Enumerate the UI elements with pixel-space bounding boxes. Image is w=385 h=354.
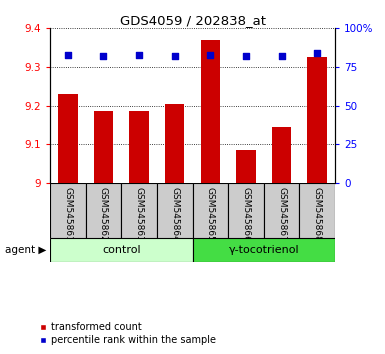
Bar (300, 183, 335, 238)
Text: GSM545868: GSM545868 (313, 187, 321, 242)
Text: γ-tocotrienol: γ-tocotrienol (228, 245, 299, 255)
Text: GSM545864: GSM545864 (170, 187, 179, 242)
Text: GSM545863: GSM545863 (135, 187, 144, 242)
Title: GDS4059 / 202838_at: GDS4059 / 202838_at (119, 14, 266, 27)
Point (136, 52, 142, 57)
Point (65, 52, 71, 57)
Point (243, 53, 249, 59)
Bar (201, 40, 220, 183)
Text: GSM545861: GSM545861 (64, 187, 72, 242)
Bar (165, 104, 184, 183)
Text: GSM545862: GSM545862 (99, 187, 108, 242)
Bar (236, 150, 256, 183)
Bar (157, 183, 192, 238)
Bar (307, 57, 327, 183)
Point (100, 53, 107, 59)
Bar (58, 94, 78, 183)
Text: control: control (102, 245, 141, 255)
Bar (192, 183, 228, 238)
Point (314, 50, 320, 56)
Bar (94, 112, 113, 183)
Point (172, 53, 178, 59)
Bar (50, 183, 85, 238)
Text: agent ▶: agent ▶ (5, 245, 46, 255)
Bar (129, 112, 149, 183)
Bar (85, 183, 121, 238)
Bar (264, 183, 300, 238)
Point (207, 52, 213, 57)
Legend: transformed count, percentile rank within the sample: transformed count, percentile rank withi… (36, 319, 220, 349)
Text: GSM545867: GSM545867 (277, 187, 286, 242)
Text: GSM545866: GSM545866 (241, 187, 250, 242)
Text: GSM545865: GSM545865 (206, 187, 215, 242)
Bar (228, 183, 264, 238)
Bar (192, 238, 335, 262)
Bar (121, 183, 157, 238)
Point (278, 53, 285, 59)
Bar (50, 238, 192, 262)
Bar (272, 127, 291, 183)
